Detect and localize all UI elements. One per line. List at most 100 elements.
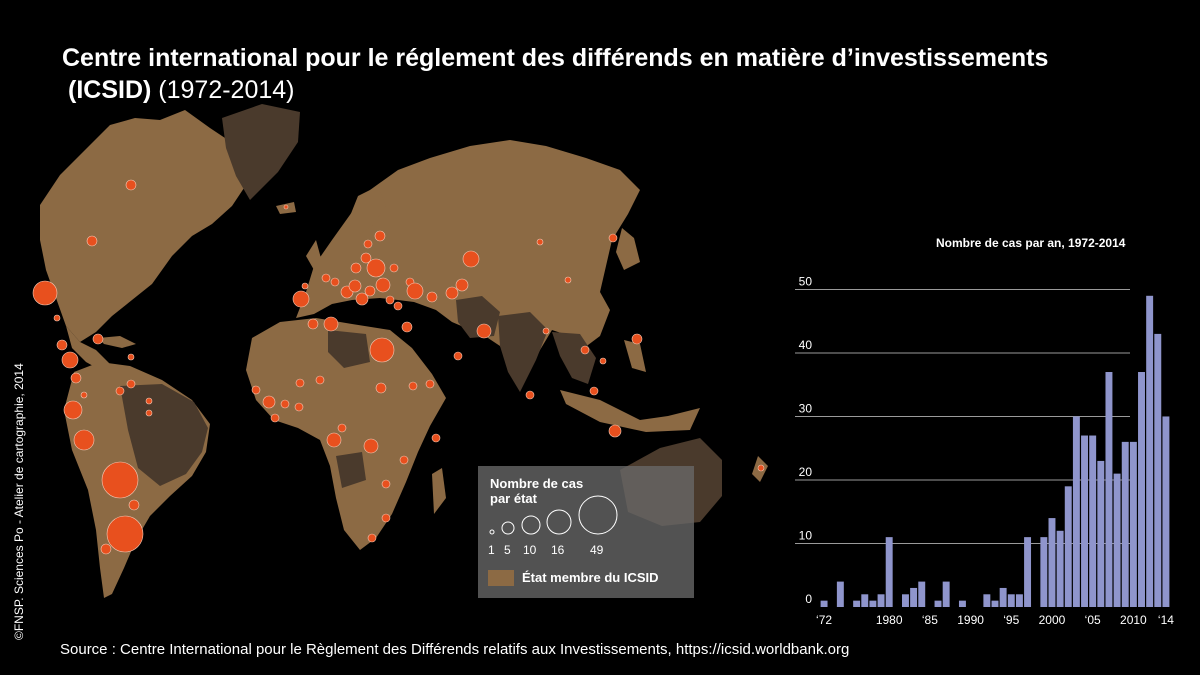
legend-circle-5 bbox=[501, 521, 515, 535]
bar-2002 bbox=[1064, 486, 1072, 607]
legend-circle-16 bbox=[546, 509, 572, 535]
case-circle bbox=[408, 381, 418, 391]
case-circle bbox=[145, 409, 153, 417]
case-circle bbox=[564, 276, 572, 284]
india bbox=[498, 312, 548, 392]
bar-2007 bbox=[1105, 372, 1113, 607]
case-circle bbox=[425, 379, 435, 389]
y-tick-label: 20 bbox=[799, 465, 813, 479]
case-circle bbox=[56, 339, 68, 351]
bar-1986 bbox=[934, 600, 942, 607]
brazil bbox=[120, 384, 208, 486]
cases-bar-chart: 0 10 20 30 40 50 ‘72 1980 ‘85 1990 ‘95 2000 ‘05 2010 ‘… bbox=[795, 274, 1174, 627]
bar-1983 bbox=[910, 587, 918, 607]
bar-2003 bbox=[1072, 416, 1080, 607]
case-circle bbox=[262, 395, 276, 409]
credit-text: ©FNSP. Sciences Po - Atelier de cartogra… bbox=[12, 363, 26, 640]
case-circle bbox=[406, 282, 424, 300]
bar-2008 bbox=[1113, 473, 1121, 607]
bar-1982 bbox=[901, 594, 909, 607]
case-circle bbox=[608, 424, 622, 438]
legend-value-1: 1 bbox=[488, 543, 495, 557]
bar-2009 bbox=[1121, 441, 1129, 607]
bar-2006 bbox=[1097, 460, 1105, 607]
legend-size-title: Nombre de cas par état bbox=[490, 476, 584, 506]
angola-region bbox=[336, 452, 366, 488]
case-circle bbox=[589, 386, 599, 396]
case-circle bbox=[453, 351, 463, 361]
case-circle bbox=[32, 280, 58, 306]
scandinavia bbox=[346, 186, 386, 234]
case-circle bbox=[251, 385, 261, 395]
x-tick-label: 1980 bbox=[876, 613, 903, 627]
bar-2014 bbox=[1162, 416, 1170, 607]
case-circle bbox=[70, 372, 82, 384]
bar-1976 bbox=[853, 600, 861, 607]
case-circle bbox=[80, 391, 88, 399]
x-tick-label: ‘72 bbox=[816, 613, 832, 627]
case-circle bbox=[375, 277, 391, 293]
case-circle bbox=[315, 375, 325, 385]
bar-1987 bbox=[942, 581, 950, 607]
case-circle bbox=[323, 316, 339, 332]
case-circle bbox=[106, 515, 144, 553]
source-text: Source : Centre International pour le Rè… bbox=[60, 641, 850, 658]
caribbean bbox=[98, 336, 136, 348]
case-circle bbox=[363, 438, 379, 454]
case-circle bbox=[326, 432, 342, 448]
case-circle bbox=[445, 286, 459, 300]
legend-circle-1 bbox=[489, 529, 495, 535]
x-tick-label: ‘14 bbox=[1158, 613, 1174, 627]
bar-1999 bbox=[1040, 537, 1048, 607]
indonesia bbox=[560, 390, 700, 432]
case-circle bbox=[301, 282, 309, 290]
bar-1989 bbox=[958, 600, 966, 607]
case-circle bbox=[330, 277, 340, 287]
japan bbox=[616, 228, 640, 270]
case-circle bbox=[631, 333, 643, 345]
bar-2000 bbox=[1048, 518, 1056, 607]
x-tick-label: 2000 bbox=[1039, 613, 1066, 627]
case-circle bbox=[127, 353, 135, 361]
legend-member-swatch bbox=[488, 570, 514, 586]
case-circle bbox=[61, 351, 79, 369]
case-circle bbox=[125, 179, 137, 191]
x-tick-label: ‘05 bbox=[1085, 613, 1101, 627]
case-circle bbox=[53, 314, 61, 322]
case-circle bbox=[86, 235, 98, 247]
case-circle bbox=[476, 323, 492, 339]
case-circle bbox=[294, 402, 304, 412]
case-circle bbox=[363, 239, 373, 249]
case-circle bbox=[92, 333, 104, 345]
case-circle bbox=[426, 291, 438, 303]
philippines bbox=[624, 340, 646, 372]
central-america bbox=[66, 326, 112, 372]
case-circle bbox=[270, 413, 280, 423]
case-circle bbox=[455, 278, 469, 292]
legend-circles: 1 5 10 16 49 bbox=[488, 495, 618, 557]
case-circle bbox=[364, 285, 376, 297]
y-tick-label: 50 bbox=[799, 274, 813, 288]
case-circle bbox=[355, 292, 369, 306]
case-circle bbox=[348, 279, 362, 293]
madagascar bbox=[432, 468, 446, 514]
x-tick-label: ‘85 bbox=[922, 613, 938, 627]
case-circle bbox=[295, 378, 305, 388]
case-circle bbox=[367, 533, 377, 543]
case-circle bbox=[63, 400, 83, 420]
case-circle bbox=[580, 345, 590, 355]
case-circle bbox=[599, 357, 607, 365]
africa bbox=[246, 318, 446, 550]
case-circle bbox=[292, 290, 310, 308]
case-circle bbox=[431, 433, 441, 443]
bar-1993 bbox=[991, 600, 999, 607]
bar-2004 bbox=[1081, 435, 1089, 607]
greenland bbox=[222, 104, 300, 200]
case-circle bbox=[115, 386, 125, 396]
case-circle bbox=[369, 337, 395, 363]
bar-2005 bbox=[1089, 435, 1097, 607]
case-circle bbox=[608, 233, 618, 243]
legend-value-16: 16 bbox=[551, 543, 565, 557]
case-circle bbox=[399, 455, 409, 465]
case-circle bbox=[350, 262, 362, 274]
